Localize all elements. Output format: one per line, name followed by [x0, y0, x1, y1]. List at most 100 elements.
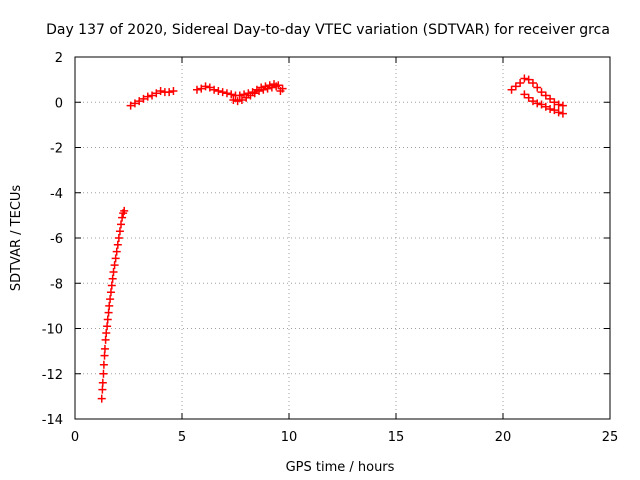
- data-point: [537, 88, 546, 97]
- data-point: [533, 99, 542, 108]
- data-point: [98, 385, 107, 394]
- data-point: [229, 95, 238, 104]
- data-point: [114, 234, 123, 242]
- data-point: [101, 335, 110, 344]
- data-point: [524, 75, 533, 84]
- y-tick-label: 2: [55, 51, 63, 66]
- data-point: [197, 84, 206, 93]
- data-point: [103, 315, 112, 324]
- data-point: [112, 247, 121, 256]
- data-point: [541, 102, 550, 111]
- data-point: [242, 93, 251, 102]
- data-point: [516, 79, 525, 88]
- data-point: [222, 89, 231, 98]
- data-point: [558, 101, 567, 110]
- data-point: [126, 101, 135, 110]
- data-point: [118, 213, 127, 222]
- data-point: [100, 351, 109, 360]
- data-point: [169, 86, 178, 95]
- data-point: [99, 369, 108, 378]
- data-point: [130, 99, 139, 108]
- y-tick-label: -14: [42, 413, 63, 428]
- data-point: [113, 240, 122, 249]
- data-point: [524, 93, 533, 102]
- data-point: [111, 254, 120, 263]
- y-axis-label: SDTVAR / TECUs: [9, 185, 24, 292]
- data-point: [210, 85, 219, 94]
- data-point: [520, 90, 529, 99]
- data-points: [97, 74, 567, 403]
- data-point: [110, 261, 119, 270]
- x-tick-label: 25: [602, 430, 619, 445]
- data-point: [235, 91, 244, 100]
- data-point: [108, 274, 117, 283]
- data-point: [214, 86, 223, 95]
- data-point: [106, 288, 115, 297]
- data-point: [120, 206, 129, 215]
- y-tick-label: -10: [42, 323, 63, 338]
- data-point: [255, 86, 264, 95]
- data-point: [107, 281, 116, 290]
- x-axis-label: GPS time / hours: [286, 460, 395, 475]
- data-point: [98, 378, 107, 387]
- data-point: [550, 98, 559, 107]
- data-point: [546, 94, 555, 103]
- data-point: [139, 94, 148, 103]
- data-point: [106, 295, 115, 304]
- data-point: [267, 83, 276, 92]
- data-point: [554, 108, 563, 117]
- data-point: [528, 97, 537, 106]
- data-point: [263, 84, 272, 93]
- data-point: [143, 92, 152, 101]
- data-point: [233, 97, 242, 106]
- data-point: [250, 89, 259, 98]
- y-tick-label: -8: [50, 277, 63, 292]
- data-point: [528, 79, 537, 88]
- chart-title: Day 137 of 2020, Sidereal Day-to-day VTE…: [46, 22, 610, 38]
- data-point: [507, 85, 516, 94]
- data-point: [554, 100, 563, 109]
- data-point: [165, 88, 174, 97]
- data-point: [135, 97, 144, 106]
- data-point: [103, 322, 112, 331]
- data-point: [156, 86, 165, 95]
- y-tick-label: -12: [42, 368, 63, 383]
- data-point: [97, 394, 106, 403]
- data-point: [272, 82, 281, 91]
- data-point: [537, 100, 546, 109]
- data-point: [201, 82, 210, 91]
- data-point: [102, 329, 111, 338]
- data-point: [550, 106, 559, 115]
- data-point: [237, 95, 246, 104]
- data-point: [541, 91, 550, 100]
- data-point: [227, 90, 236, 99]
- data-point: [259, 85, 268, 94]
- x-tick-label: 5: [178, 430, 186, 445]
- data-point: [152, 89, 161, 98]
- axis-ticks: 0 5 10 15 20 25 -14 -12 -10 -8 -6 -4 -2 0 2: [42, 51, 619, 445]
- data-point: [192, 85, 201, 94]
- data-point: [533, 83, 542, 92]
- data-point: [218, 88, 227, 97]
- x-tick-label: 15: [388, 430, 405, 445]
- data-point: [100, 344, 109, 353]
- y-tick-label: -2: [50, 142, 63, 157]
- data-point: [205, 83, 214, 92]
- x-tick-label: 20: [495, 430, 512, 445]
- x-tick-label: 10: [281, 430, 298, 445]
- data-point: [99, 360, 108, 369]
- data-point: [117, 220, 126, 229]
- data-point: [104, 308, 113, 317]
- y-tick-label: -4: [50, 187, 63, 202]
- data-point: [105, 301, 114, 310]
- data-point: [276, 86, 285, 95]
- grid: [75, 57, 610, 419]
- y-tick-label: -6: [50, 232, 63, 247]
- x-tick-label: 0: [71, 430, 79, 445]
- data-point: [115, 227, 124, 236]
- data-point: [148, 91, 157, 100]
- data-point: [546, 105, 555, 114]
- data-point: [520, 74, 529, 83]
- data-point: [511, 82, 520, 91]
